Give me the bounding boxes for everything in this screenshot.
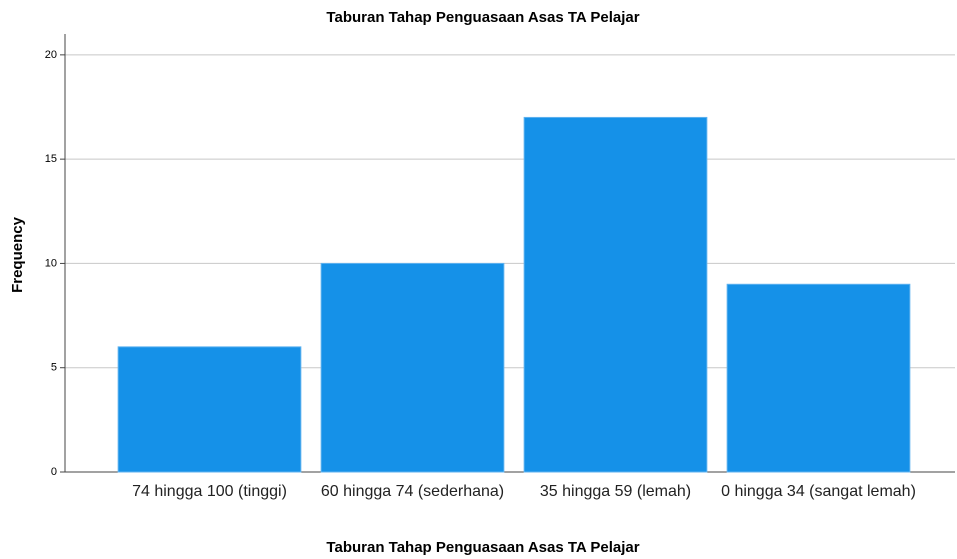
bar [523,116,708,473]
y-tick-label: 10 [45,257,57,269]
x-tick-label: 74 hingga 100 (tinggi) [132,483,287,500]
y-tick-label: 5 [51,362,57,374]
bar [117,346,302,473]
y-tick-label: 20 [45,49,57,61]
y-tick-label: 0 [51,466,57,478]
x-tick-label: 0 hingga 34 (sangat lemah) [721,483,916,500]
y-tick-label: 15 [45,153,57,165]
x-tick-label: 60 hingga 74 (sederhana) [320,483,505,500]
x-axis-label: Taburan Tahap Penguasaan Asas TA Pelajar [326,539,639,556]
x-tick-label: 35 hingga 59 (lemah) [539,483,692,500]
bar [726,283,911,473]
chart-title: Taburan Tahap Penguasaan Asas TA Pelajar [326,9,639,26]
y-axis-label: Frequency [9,216,26,293]
bar [320,262,505,473]
